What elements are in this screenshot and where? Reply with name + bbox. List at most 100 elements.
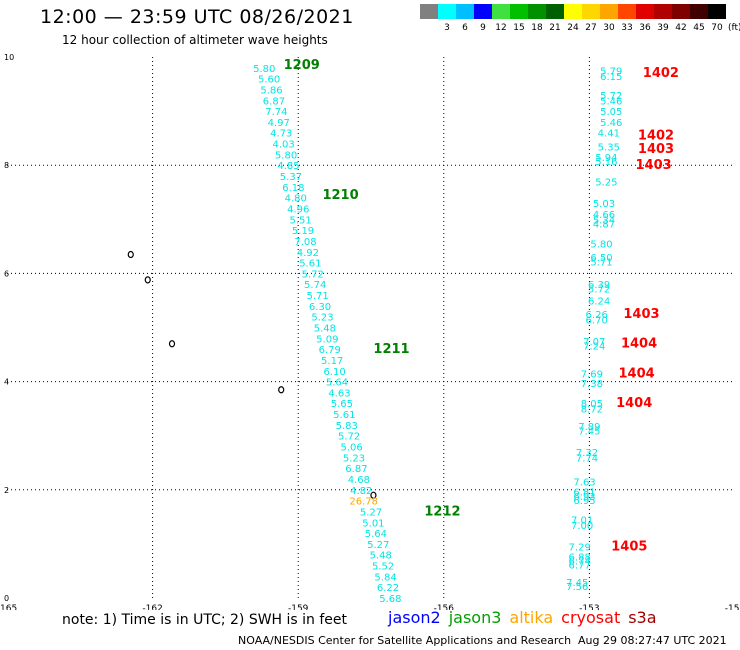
wave-height-observation: 5.83 (336, 421, 358, 432)
wave-height-observation: 5.72 (338, 432, 360, 443)
island-outline (168, 340, 176, 348)
wave-height-observation: 6.18 (282, 183, 304, 194)
island-outline (144, 276, 151, 284)
wave-height-observation: 4.97 (268, 118, 290, 129)
pass-time-label: 1212 (424, 504, 460, 519)
wave-height-observation: 5.19 (292, 226, 314, 237)
wave-height-observation: 5.17 (321, 356, 343, 367)
scale-swatch (510, 4, 528, 19)
wave-height-observation: 4.80 (285, 194, 307, 205)
scale-label: 39 (657, 23, 669, 33)
graticule (7, 57, 735, 598)
wave-height-observation: 6.70 (586, 315, 608, 326)
lon-tick-label: -150 (725, 604, 740, 610)
wave-height-observation: 7.74 (576, 453, 598, 464)
wave-height-observation: 5.48 (370, 551, 392, 562)
footer-credit: NOAA/NESDIS Center for Satellite Applica… (238, 634, 572, 647)
wave-height-observation: 7.69 (581, 369, 603, 380)
wave-height-observation: 7.07 (583, 337, 605, 348)
scale-swatch (420, 4, 438, 19)
wave-height-observation: 5.71 (590, 257, 612, 268)
wave-height-observation: 5.09 (316, 334, 338, 345)
lat-tick-label: 2 (4, 486, 9, 495)
scale-label: 18 (531, 23, 543, 33)
pass-time-label: 1402 (643, 66, 679, 81)
wave-height-observation: 4.96 (287, 204, 309, 215)
scale-swatch (492, 4, 510, 19)
wave-height-observation: 5.68 (379, 594, 401, 605)
scale-label: 3 (444, 23, 450, 33)
wave-height-observation: 7.63 (573, 478, 595, 489)
wave-height-observation: 5.03 (593, 199, 615, 210)
wave-height-observation: 5.72 (588, 285, 610, 296)
pass-time-label: 1209 (284, 58, 320, 73)
wave-height-observation: 5.51 (289, 215, 311, 226)
scale-swatch (600, 4, 618, 19)
wave-height-observation: 7.29 (569, 543, 591, 554)
scale-label: 6 (462, 23, 468, 33)
scale-swatch (654, 4, 672, 19)
scale-label: 30 (603, 23, 615, 33)
legend-note: note: 1) Time is in UTC; 2) SWH is in fe… (62, 612, 348, 628)
wave-height-observation: 7.56 (566, 582, 588, 593)
satellite-legend-entry: jason2 (388, 608, 441, 627)
wave-height-observation: 8.72 (581, 405, 603, 416)
pass-time-label: 1404 (621, 337, 657, 352)
pass-time-label: 1403 (638, 142, 674, 157)
pass-time-label: 1404 (616, 396, 652, 411)
pass-time-label: 1404 (619, 366, 655, 381)
satellite-legend-entry: s3a (628, 608, 657, 627)
wave-height-observation: 6.77 (569, 560, 591, 571)
scale-swatch (708, 4, 726, 19)
scale-swatch (528, 4, 546, 19)
wave-height-observation: 5.25 (595, 177, 617, 188)
wave-height-observation: 6.81 (573, 487, 595, 498)
altimeter-map: -165-162-159-156-153-15002468105.805.605… (0, 53, 740, 610)
wave-height-observation: 4.92 (297, 248, 319, 259)
scale-swatch (618, 4, 636, 19)
wave-height-observation: 6.50 (590, 253, 612, 264)
wave-height-observation: 4.73 (270, 129, 292, 140)
wave-height-observation: 5.80 (253, 64, 275, 75)
island-outline (127, 250, 134, 259)
scale-swatch (474, 4, 492, 19)
wave-height-observation: 5.84 (374, 572, 396, 583)
wave-height-observation: 6.22 (377, 583, 399, 594)
scale-label: 27 (585, 23, 596, 33)
wave-height-observation: 7.38 (581, 379, 603, 390)
wave-height-observation: 7.00 (571, 521, 593, 532)
lat-tick-label: 10 (4, 53, 14, 62)
wave-height-observation: 6.79 (319, 345, 341, 356)
wave-height-observation: 7.45 (566, 578, 588, 589)
lon-tick-label: -165 (0, 604, 17, 610)
scale-label: 9 (480, 23, 486, 33)
wave-height-observation: 5.79 (600, 67, 622, 78)
wave-height-observation: 6.93 (573, 492, 595, 503)
wave-height-observation: 5.16 (595, 157, 617, 168)
wave-height-observation: 6.87 (263, 96, 285, 107)
wave-height-observation: 5.86 (260, 85, 282, 96)
scale-label: 42 (675, 23, 686, 33)
wave-height-observation: 5.46 (600, 96, 622, 107)
scale-swatch (672, 4, 690, 19)
wave-height-observation: 5.71 (306, 291, 328, 302)
wave-height-observation: 5.80 (275, 150, 297, 161)
satellite-legend-entry: jason3 (448, 608, 502, 627)
wave-height-observation: 5.52 (372, 562, 394, 573)
lat-tick-label: 0 (4, 594, 9, 603)
scale-swatch (546, 4, 564, 19)
wave-height-observation: 4.41 (598, 129, 620, 140)
map-title: 12:00 — 23:59 UTC 08/26/2021 (40, 6, 354, 28)
wave-height-observation: 5.60 (258, 75, 280, 86)
wave-height-observation: 7.74 (265, 107, 287, 118)
footer-timestamp: Aug 29 08:27:47 UTC 2021 (578, 634, 727, 647)
wave-height-observation: 6.39 (588, 280, 610, 291)
scale-swatch (564, 4, 582, 19)
scale-label: 21 (549, 23, 560, 33)
scale-swatch (582, 4, 600, 19)
wave-height-observation: 6.88 (569, 552, 591, 563)
wave-height-observation: 5.61 (333, 410, 355, 421)
scale-swatch (456, 4, 474, 19)
